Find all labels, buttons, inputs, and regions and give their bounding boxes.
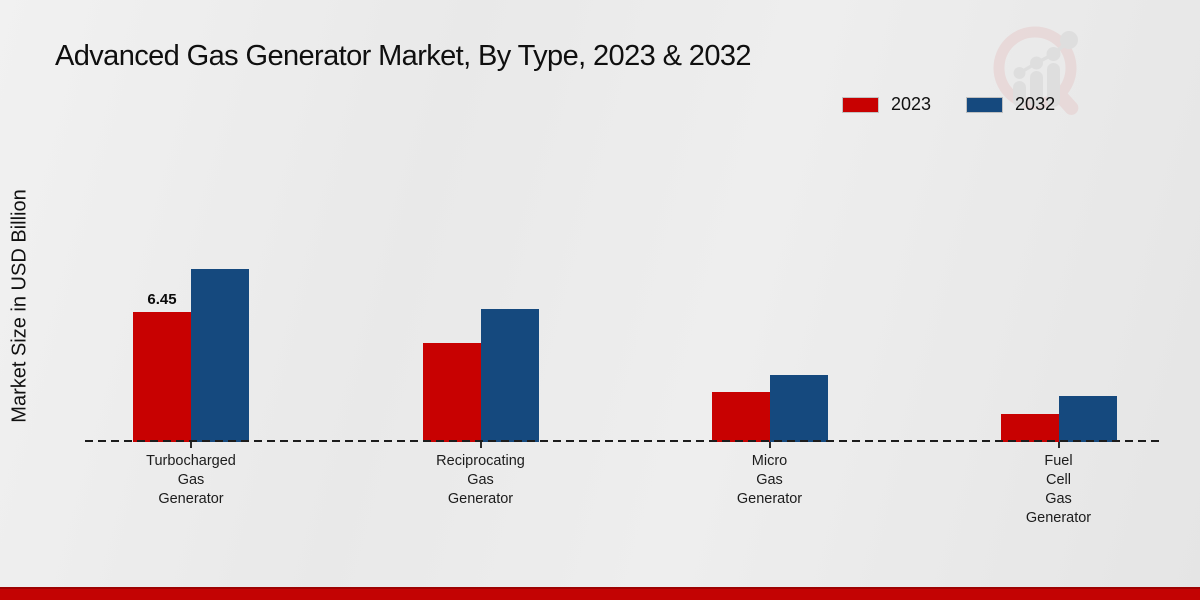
bar-2023-micro-gas-generator	[711, 391, 770, 442]
legend-item-2023: 2023	[842, 94, 932, 115]
bar-2023-turbocharged-gas-generator	[133, 311, 191, 442]
data-label-2023: 6.45	[147, 290, 177, 308]
category-label-micro-gas-generator: Micro Gas Generator	[736, 453, 803, 507]
legend-label-2023: 2023	[891, 94, 932, 114]
bar-2032-fuel-cell-gas-generator	[1058, 395, 1117, 442]
footer-stripe	[0, 587, 1200, 600]
chart-legend: 2023 2032	[842, 94, 1056, 115]
bar-2032-micro-gas-generator	[769, 375, 828, 442]
category-label-fuel-cell-gas-generator: Fuel Cell Gas Generator	[1025, 453, 1092, 526]
x-axis-tick	[768, 442, 771, 448]
chart-title: Advanced Gas Generator Market, By Type, …	[55, 40, 752, 72]
bar-2023-fuel-cell-gas-generator	[1000, 413, 1059, 442]
legend-swatch-2023	[842, 96, 879, 113]
category-label-turbocharged-gas-generator: Turbocharged Gas Generator	[146, 453, 236, 507]
bar-2023-reciprocating-gas-generator	[422, 343, 481, 442]
x-axis-tick	[190, 442, 192, 448]
x-axis-tick	[479, 442, 482, 448]
x-axis-baseline	[85, 440, 1163, 442]
legend-label-2032: 2032	[1015, 94, 1056, 114]
category-label-reciprocating-gas-generator: Reciprocating Gas Generator	[436, 453, 525, 507]
legend-swatch-2032	[966, 96, 1004, 113]
legend-item-2032: 2032	[966, 94, 1056, 115]
bar-2032-reciprocating-gas-generator	[480, 308, 539, 442]
bar-2032-turbocharged-gas-generator	[191, 268, 249, 442]
x-axis-tick	[1057, 442, 1060, 448]
